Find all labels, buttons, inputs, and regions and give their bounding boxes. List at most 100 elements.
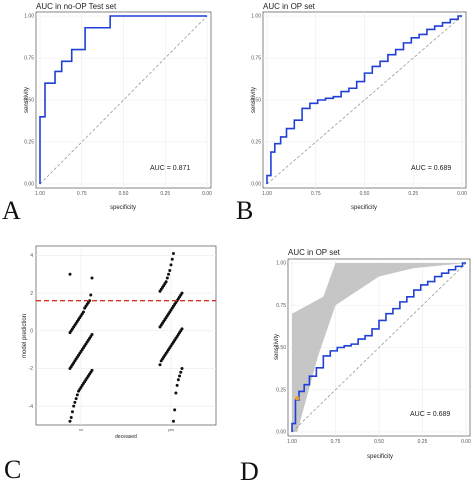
panel-c-point bbox=[167, 272, 171, 276]
panel-a-xlabel: specificity bbox=[110, 205, 136, 211]
panel-d-xlabel: specificity bbox=[367, 454, 393, 460]
panel-c-point bbox=[73, 400, 77, 404]
panel-b: AUC in OP set 1.00 0.75 0.50 0.25 0.00 0.00 0.… bbox=[236, 2, 467, 225]
panel-b-ytick-label: 1.00 bbox=[251, 14, 261, 20]
panel-c-point bbox=[83, 306, 87, 310]
panel-b-roc-curve bbox=[266, 15, 462, 184]
panel-a-diagonal bbox=[39, 15, 208, 185]
panel-c-point bbox=[69, 415, 73, 419]
panel-c-point bbox=[176, 378, 180, 382]
panel-d-diagonal bbox=[291, 262, 467, 433]
panel-b-xtick-label: 0.25 bbox=[408, 191, 418, 197]
panel-c-point bbox=[77, 389, 81, 393]
panel-c-point bbox=[74, 397, 78, 401]
panel-b-label: B bbox=[236, 196, 253, 225]
panel-c-point bbox=[180, 366, 184, 370]
panel-d-ytick-label: 0.50 bbox=[276, 345, 286, 351]
panel-c-point bbox=[179, 370, 183, 374]
panel-c-point bbox=[171, 419, 175, 423]
panel-a-ytick-label: 0.75 bbox=[24, 56, 34, 62]
panel-d-roc-curve bbox=[291, 262, 466, 432]
panel-d-auc-annotation: AUC = 0.689 bbox=[410, 411, 450, 418]
panel-b-xtick-label: 0.00 bbox=[457, 191, 467, 197]
panel-a-xtick-label: 0.75 bbox=[77, 191, 87, 197]
panel-d-ylabel: sensitivity bbox=[274, 334, 280, 360]
panel-c-point bbox=[158, 325, 162, 329]
panel-c-ylabel: model prediction bbox=[22, 314, 28, 358]
panel-d-xtick-label: 0.25 bbox=[418, 439, 428, 445]
panel-c-point bbox=[68, 272, 72, 276]
panel-a-title: AUC in no-OP Test set bbox=[36, 2, 117, 11]
panel-c-point bbox=[165, 276, 169, 280]
panel-c-point bbox=[168, 268, 172, 272]
panel-c: -4 -2 0 2 4 no yes deceased model prediction C bbox=[4, 245, 217, 484]
panel-c-point bbox=[90, 276, 94, 280]
panel-a-auc-annotation: AUC = 0.871 bbox=[150, 165, 190, 172]
panel-d-xtick-label: 0.75 bbox=[331, 439, 341, 445]
panel-c-point bbox=[68, 419, 72, 423]
panel-c-point bbox=[72, 404, 76, 408]
panel-c-point bbox=[174, 391, 178, 395]
panel-c-point bbox=[89, 293, 93, 297]
panel-d: AUC in OP set 1.00 0.75 0.50 0.25 0.00 0.00 0.… bbox=[240, 248, 471, 484]
panel-d-xtick-label: 0.50 bbox=[374, 439, 384, 445]
panel-d-threshold-point bbox=[295, 396, 300, 401]
panel-b-ylabel: sensitivity bbox=[251, 87, 257, 113]
panel-c-ytick-label: 0 bbox=[30, 328, 33, 334]
panel-a-xtick-label: 0.25 bbox=[160, 191, 170, 197]
panel-c-point bbox=[75, 393, 79, 397]
panel-c-point bbox=[159, 359, 163, 363]
panel-a-xtick-label: 1.00 bbox=[35, 191, 45, 197]
panel-b-title: AUC in OP set bbox=[263, 2, 316, 11]
panel-c-plot-area bbox=[35, 245, 217, 426]
panel-c-ytick-label: -2 bbox=[29, 366, 34, 372]
panel-d-ytick-label: 0.00 bbox=[276, 430, 286, 436]
panel-b-ytick-label: 0.00 bbox=[251, 182, 261, 188]
panel-b-xtick-label: 0.50 bbox=[360, 191, 370, 197]
panel-c-xlabel: deceased bbox=[115, 434, 137, 440]
panel-a-xtick-label: 0.50 bbox=[119, 191, 129, 197]
panel-c-point bbox=[68, 331, 72, 335]
panel-d-xtick-label: 0.00 bbox=[461, 439, 471, 445]
panel-b-auc-annotation: AUC = 0.689 bbox=[411, 165, 451, 172]
panel-d-ytick-label: 0.25 bbox=[276, 387, 286, 393]
panel-a-ytick-label: 1.00 bbox=[24, 14, 34, 20]
panel-c-label: C bbox=[4, 455, 21, 484]
panel-d-ci-band bbox=[292, 263, 466, 432]
panel-c-point bbox=[158, 363, 162, 367]
panel-a-ytick-label: 0.00 bbox=[24, 182, 34, 188]
panel-c-point bbox=[178, 374, 182, 378]
panel-a: AUC in no-OP Test set 1.00 0.75 0.50 0.25 0.… bbox=[2, 2, 212, 225]
panel-b-ytick-label: 0.25 bbox=[251, 140, 261, 146]
panel-d-ytick-label: 1.00 bbox=[276, 261, 286, 267]
panel-a-ytick-label: 0.25 bbox=[24, 140, 34, 146]
panel-b-ytick-label: 0.75 bbox=[251, 56, 261, 62]
panel-c-point bbox=[68, 366, 72, 370]
panel-d-label: D bbox=[240, 457, 259, 484]
panel-c-point bbox=[173, 408, 177, 412]
panel-c-xtick-label: no bbox=[79, 427, 84, 432]
panel-a-xtick-label: 0.00 bbox=[202, 191, 212, 197]
panel-a-label: A bbox=[2, 196, 21, 225]
panel-b-xlabel: specificity bbox=[351, 205, 377, 211]
panel-b-xtick-label: 1.00 bbox=[262, 191, 272, 197]
panel-b-ytick-label: 0.50 bbox=[251, 98, 261, 104]
panel-a-ytick-label: 0.50 bbox=[24, 98, 34, 104]
panel-c-ytick-label: 4 bbox=[30, 253, 33, 259]
panel-d-xtick-label: 1.00 bbox=[287, 439, 297, 445]
panel-d-title: AUC in OP set bbox=[288, 248, 341, 257]
panel-c-point bbox=[169, 263, 173, 267]
panel-c-point bbox=[70, 410, 74, 414]
panel-a-ylabel: sensitivity bbox=[24, 87, 30, 113]
panel-b-xtick-label: 0.75 bbox=[311, 191, 321, 197]
panel-c-ytick-label: -4 bbox=[29, 404, 34, 410]
panel-c-point bbox=[171, 252, 175, 256]
panel-a-roc-curve bbox=[39, 15, 207, 184]
panel-c-point bbox=[175, 383, 179, 387]
panel-d-ytick-label: 0.75 bbox=[276, 303, 286, 309]
panel-c-ytick-label: 2 bbox=[30, 291, 33, 297]
panel-c-point bbox=[170, 257, 174, 261]
panel-c-xtick-label: yes bbox=[168, 427, 174, 432]
panel-b-diagonal bbox=[266, 15, 463, 185]
